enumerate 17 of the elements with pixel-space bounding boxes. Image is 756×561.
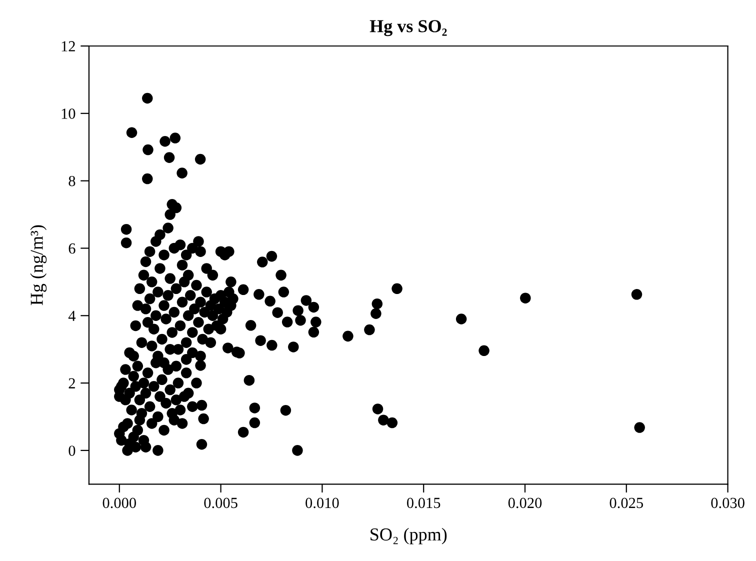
- y-tick-label: 0: [68, 446, 76, 456]
- y-tick-label: 10: [62, 108, 76, 119]
- y-tick-label: 12: [62, 41, 75, 52]
- chart-title: Hg vs SO₂: [370, 20, 447, 36]
- x-tick-label: 0.020: [508, 498, 542, 508]
- x-tick-label: 0.005: [204, 498, 238, 508]
- y-tick-label: 8: [68, 176, 76, 186]
- y-tick-label: 2: [68, 378, 75, 388]
- x-tick-label: 0.025: [610, 498, 643, 508]
- x-axis-title: SO₂ (ppm): [370, 528, 447, 544]
- y-tick-label: 4: [68, 310, 76, 321]
- x-tick-label: 0.000: [102, 498, 136, 508]
- x-tick-label: 0.010: [306, 498, 339, 508]
- y-axis-title: Hg (ng/m³): [30, 225, 47, 306]
- x-tick-label: 0.015: [406, 498, 440, 508]
- x-tick-label: 0.030: [711, 498, 744, 508]
- y-tick-label: 6: [68, 243, 76, 254]
